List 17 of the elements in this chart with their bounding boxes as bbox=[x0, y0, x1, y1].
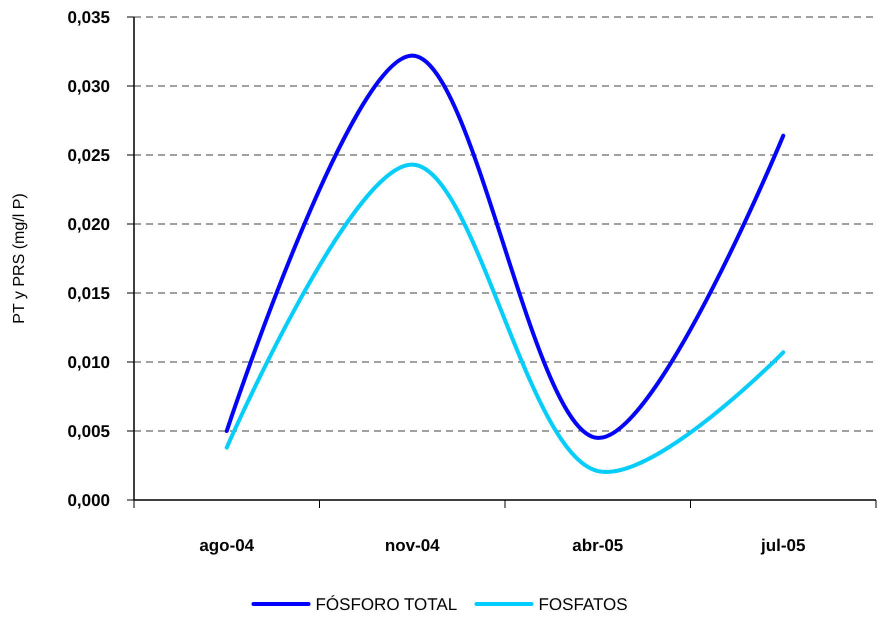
y-tick-label: 0,010 bbox=[67, 352, 110, 372]
y-tick-label: 0,005 bbox=[67, 422, 110, 441]
y-tick-label: 0,030 bbox=[67, 76, 110, 96]
x-tick-label: ago-04 bbox=[199, 536, 255, 555]
y-tick-label: 0,025 bbox=[67, 146, 110, 165]
y-tick-label: 0,020 bbox=[67, 214, 110, 234]
y-axis-title: PT y PRS (mg/l P) bbox=[11, 193, 28, 324]
x-tick-label: nov-04 bbox=[384, 536, 440, 555]
y-tick-label: 0,035 bbox=[67, 8, 110, 27]
line-series bbox=[224, 162, 786, 474]
y-tick-label: 0,015 bbox=[67, 284, 110, 303]
legend-label: FÓSFORO TOTAL bbox=[316, 595, 458, 614]
line-series bbox=[224, 54, 786, 440]
x-tick-label: jul-05 bbox=[760, 536, 806, 555]
x-tick-label: abr-05 bbox=[572, 536, 624, 555]
legend-label: FOSFATOS bbox=[538, 595, 628, 614]
y-tick-label: 0,000 bbox=[67, 490, 110, 510]
